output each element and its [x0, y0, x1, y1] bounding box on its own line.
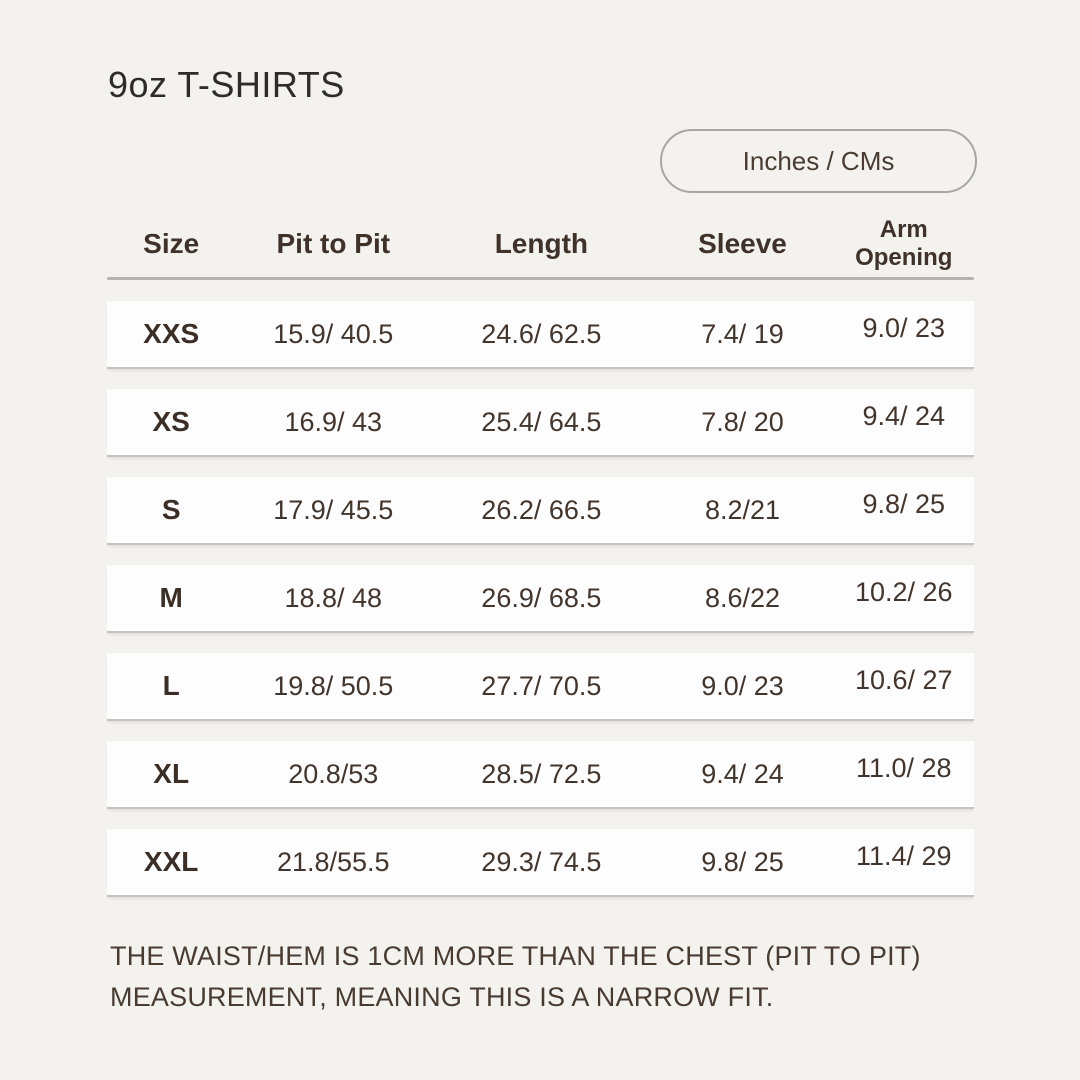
- column-header-arm-opening: Arm Opening: [855, 216, 953, 271]
- size-chart-table: Size Pit to Pit Length Sleeve Arm Openin…: [107, 216, 974, 917]
- pit-to-pit-cell: 15.9/ 40.5: [273, 318, 394, 349]
- table-row-xl: XL 20.8/53 28.5/ 72.5 9.4/ 24 11.0/ 28: [107, 741, 974, 809]
- column-header-size: Size: [143, 228, 200, 259]
- arm-opening-cell: 9.8/ 25: [862, 488, 946, 519]
- arm-opening-cell: 9.0/ 23: [862, 312, 946, 343]
- length-cell: 29.3/ 74.5: [481, 846, 602, 877]
- column-header-sleeve: Sleeve: [698, 228, 787, 259]
- sleeve-cell: 8.6/22: [704, 582, 781, 613]
- fit-note-line-1: THE WAIST/HEM IS 1CM MORE THAN THE CHEST…: [110, 941, 921, 971]
- column-header-length: Length: [494, 228, 588, 259]
- pit-to-pit-cell: 20.8/53: [288, 758, 379, 789]
- size-cell: XS: [152, 406, 190, 437]
- length-cell: 26.9/ 68.5: [481, 582, 602, 613]
- table-row-l: L 19.8/ 50.5 27.7/ 70.5 9.0/ 23 10.6/ 27: [107, 653, 974, 721]
- column-header-pit-to-pit: Pit to Pit: [276, 228, 391, 259]
- arm-opening-cell: 10.2/ 26: [854, 576, 953, 607]
- sleeve-cell: 9.8/ 25: [701, 846, 784, 877]
- length-cell: 28.5/ 72.5: [481, 758, 602, 789]
- pit-to-pit-cell: 16.9/ 43: [284, 406, 383, 437]
- size-cell: S: [161, 494, 181, 525]
- size-cell: XXL: [143, 846, 199, 877]
- table-body: XXS 15.9/ 40.5 24.6/ 62.5 7.4/ 19 9.0/ 2…: [107, 301, 974, 897]
- pit-to-pit-cell: 21.8/55.5: [276, 846, 390, 877]
- arm-opening-cell: 9.4/ 24: [862, 400, 946, 431]
- table-row-m: M 18.8/ 48 26.9/ 68.5 8.6/22 10.2/ 26: [107, 565, 974, 633]
- pit-to-pit-cell: 19.8/ 50.5: [273, 670, 394, 701]
- arm-opening-cell: 11.0/ 28: [855, 752, 952, 783]
- arm-opening-cell: 11.4/ 29: [855, 840, 952, 871]
- table-header-row: Size Pit to Pit Length Sleeve Arm Openin…: [107, 216, 974, 271]
- table-row-s: S 17.9/ 45.5 26.2/ 66.5 8.2/21 9.8/ 25: [107, 477, 974, 545]
- pit-to-pit-cell: 17.9/ 45.5: [273, 494, 394, 525]
- sleeve-cell: 8.2/21: [704, 494, 781, 525]
- arm-opening-cell: 10.6/ 27: [854, 664, 953, 695]
- sleeve-cell: 9.4/ 24: [701, 758, 784, 789]
- size-cell: L: [162, 670, 180, 701]
- length-cell: 26.2/ 66.5: [481, 494, 602, 525]
- table-row-xxs: XXS 15.9/ 40.5 24.6/ 62.5 7.4/ 19 9.0/ 2…: [107, 301, 974, 369]
- fit-note: THE WAIST/HEM IS 1CM MORE THAN THE CHEST…: [110, 936, 1010, 1018]
- sleeve-cell: 7.4/ 19: [701, 318, 784, 349]
- pit-to-pit-cell: 18.8/ 48: [284, 582, 383, 613]
- length-cell: 25.4/ 64.5: [481, 406, 602, 437]
- units-toggle-label: Inches / CMs: [742, 145, 895, 176]
- length-cell: 24.6/ 62.5: [481, 318, 602, 349]
- sleeve-cell: 9.0/ 23: [701, 670, 784, 701]
- size-cell: XXS: [143, 318, 200, 349]
- size-cell: M: [159, 582, 183, 613]
- table-row-xxl: XXL 21.8/55.5 29.3/ 74.5 9.8/ 25 11.4/ 2…: [107, 829, 974, 897]
- page-title: 9oz T-SHIRTS: [108, 64, 345, 105]
- fit-note-line-2: MEASUREMENT, MEANING THIS IS A NARROW FI…: [110, 982, 774, 1012]
- length-cell: 27.7/ 70.5: [481, 670, 602, 701]
- size-cell: XL: [153, 758, 190, 789]
- units-toggle-button[interactable]: Inches / CMs: [660, 129, 977, 193]
- table-row-xs: XS 16.9/ 43 25.4/ 64.5 7.8/ 20 9.4/ 24: [107, 389, 974, 457]
- sleeve-cell: 7.8/ 20: [701, 406, 784, 437]
- header-divider: [107, 277, 974, 280]
